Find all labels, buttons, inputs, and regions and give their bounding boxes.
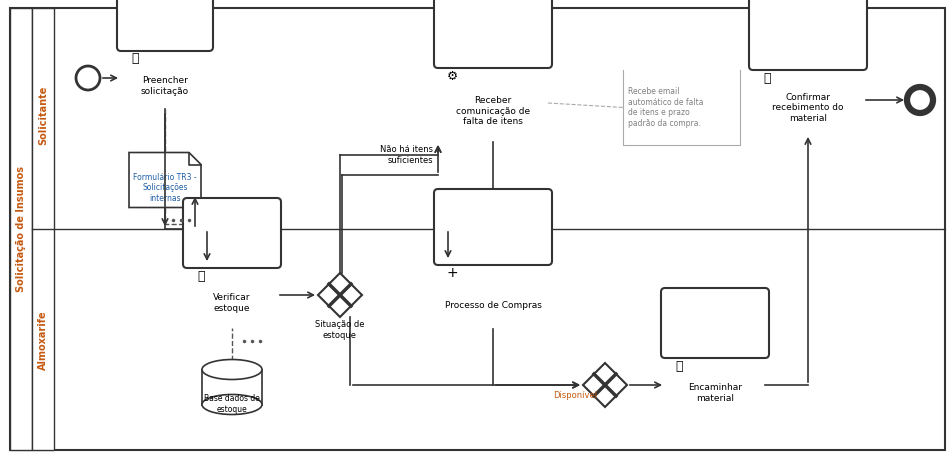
Text: Solicitação de Insumos: Solicitação de Insumos xyxy=(16,166,26,292)
Bar xyxy=(10,8,32,450)
Ellipse shape xyxy=(202,394,262,414)
Bar xyxy=(202,370,262,404)
Text: +: + xyxy=(446,266,457,280)
Text: Receber
comunicação de
falta de itens: Receber comunicação de falta de itens xyxy=(455,96,529,126)
FancyBboxPatch shape xyxy=(433,189,551,265)
Ellipse shape xyxy=(202,360,262,380)
Text: 👤: 👤 xyxy=(197,269,205,283)
Text: Encaminhar
material: Encaminhar material xyxy=(687,383,742,403)
FancyBboxPatch shape xyxy=(748,0,866,70)
Text: Base dados de
estoque: Base dados de estoque xyxy=(204,394,260,414)
Text: 👤: 👤 xyxy=(675,360,682,372)
Text: Disponível: Disponível xyxy=(552,391,597,399)
Text: Confirmar
recebimento do
material: Confirmar recebimento do material xyxy=(771,93,843,123)
Polygon shape xyxy=(129,153,201,207)
Text: Situação de
estoque: Situação de estoque xyxy=(315,320,365,340)
Circle shape xyxy=(906,87,932,113)
Text: Não há itens
suficientes: Não há itens suficientes xyxy=(380,145,432,165)
Text: Preencher
solicitação: Preencher solicitação xyxy=(141,76,188,96)
Text: Verificar
estoque: Verificar estoque xyxy=(213,293,250,313)
FancyBboxPatch shape xyxy=(183,198,281,268)
Text: 👤: 👤 xyxy=(131,53,139,65)
Text: Almoxarife: Almoxarife xyxy=(38,310,48,370)
Text: Recebe email
automático de falta
de itens e prazo
padrão da compra.: Recebe email automático de falta de iten… xyxy=(627,87,703,128)
Bar xyxy=(32,8,54,450)
Polygon shape xyxy=(318,273,362,317)
Text: ⚙: ⚙ xyxy=(446,70,457,82)
Text: Processo de Compras: Processo de Compras xyxy=(444,300,541,310)
FancyBboxPatch shape xyxy=(433,0,551,68)
Circle shape xyxy=(76,66,100,90)
Text: 👤: 👤 xyxy=(763,71,770,84)
Polygon shape xyxy=(583,363,626,407)
Text: Formulário TR3 -
Solicitações
internas: Formulário TR3 - Solicitações internas xyxy=(133,173,197,203)
Text: Solicitante: Solicitante xyxy=(38,85,48,145)
FancyBboxPatch shape xyxy=(661,288,768,358)
FancyBboxPatch shape xyxy=(117,0,213,51)
